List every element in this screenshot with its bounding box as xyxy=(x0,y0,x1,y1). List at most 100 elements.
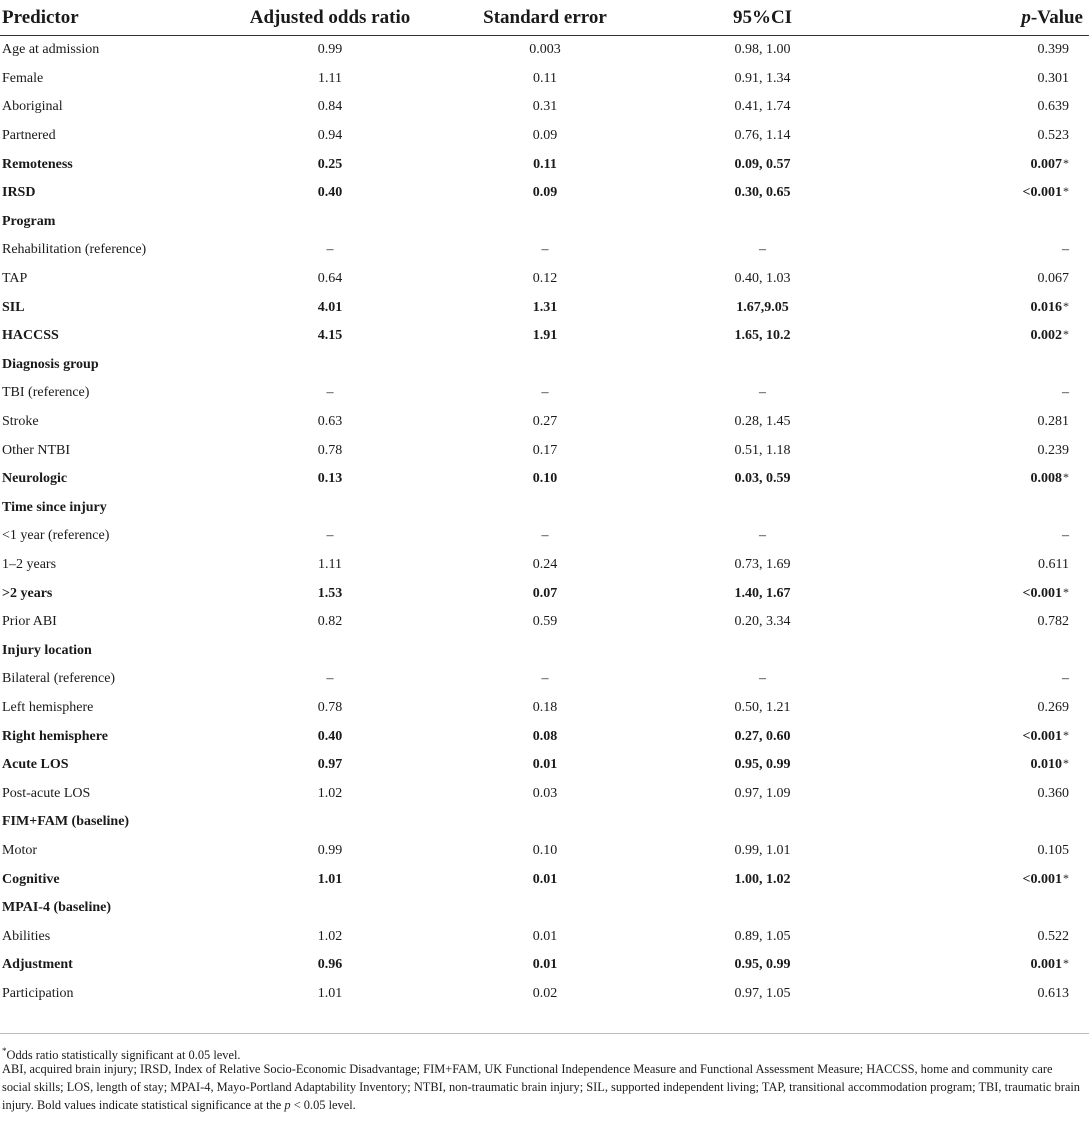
predictor-cell-text: Left hemisphere xyxy=(2,699,94,715)
standard-error-cell: 0.01 xyxy=(440,751,650,780)
predictor-cell: HACCSS xyxy=(0,322,220,351)
odds-ratio-cell: 0.78 xyxy=(220,436,440,465)
odds-ratio-cell xyxy=(220,636,440,665)
ci-cell: 1.40, 1.67 xyxy=(650,579,875,608)
p-value-cell-text: 0.399 xyxy=(1037,42,1070,58)
p-value-cell-text: 0.010 xyxy=(1030,757,1063,773)
standard-error-cell xyxy=(440,494,650,523)
ci-cell: 0.41, 1.74 xyxy=(650,93,875,122)
predictor-cell-text: IRSD xyxy=(2,185,36,201)
standard-error-cell-text: 0.02 xyxy=(532,985,558,1001)
predictor-cell: Right hemisphere xyxy=(0,722,220,751)
ci-cell-text: 0.95, 0.99 xyxy=(734,957,791,973)
ci-cell: 1.67,9.05 xyxy=(650,293,875,322)
header-odds-ratio: Adjusted odds ratio xyxy=(220,0,440,36)
predictor-cell: Cognitive xyxy=(0,865,220,894)
standard-error-cell: – xyxy=(440,236,650,265)
predictor-cell-text: Female xyxy=(2,70,44,86)
predictor-cell: Acute LOS xyxy=(0,751,220,780)
p-value-cell-text: 0.613 xyxy=(1037,985,1070,1001)
odds-ratio-cell-text: 0.78 xyxy=(317,699,343,715)
table-row: Partnered 0.94 0.09 0.76, 1.14 0.523 xyxy=(0,122,1089,151)
predictor-cell-text: Aboriginal xyxy=(2,99,63,115)
standard-error-cell xyxy=(440,808,650,837)
p-value-cell: 0.007* xyxy=(875,150,1089,179)
odds-ratio-cell-text: 0.25 xyxy=(317,156,343,172)
standard-error-cell: 0.08 xyxy=(440,722,650,751)
odds-ratio-cell: 0.78 xyxy=(220,694,440,723)
table-row: Age at admission 0.99 0.003 0.98, 1.00 0.399 xyxy=(0,36,1089,65)
predictor-cell: >2 years xyxy=(0,579,220,608)
predictor-cell: TAP xyxy=(0,265,220,294)
significance-mark: * xyxy=(1063,870,1069,885)
p-value-cell-text: 0.269 xyxy=(1037,699,1070,715)
predictor-cell-text: Age at admission xyxy=(2,42,100,58)
p-value-cell-text: – xyxy=(1062,385,1069,401)
predictor-cell: TBI (reference) xyxy=(0,379,220,408)
predictor-cell: Stroke xyxy=(0,408,220,437)
ci-cell-text: 0.95, 0.99 xyxy=(734,757,791,773)
header-predictor: Predictor xyxy=(0,0,220,36)
p-value-cell-text: 0.522 xyxy=(1037,928,1070,944)
predictor-cell: FIM+FAM (baseline) xyxy=(0,808,220,837)
table-row: HACCSS 4.15 1.91 1.65, 10.2 0.002* xyxy=(0,322,1089,351)
p-value-cell: 0.360 xyxy=(875,779,1089,808)
standard-error-cell: 1.31 xyxy=(440,293,650,322)
ci-cell: 0.40, 1.03 xyxy=(650,265,875,294)
header-ci: 95%CI xyxy=(650,0,875,36)
odds-ratio-cell: 0.99 xyxy=(220,36,440,65)
odds-ratio-cell-text: 1.53 xyxy=(317,585,343,601)
p-value-cell: 0.002* xyxy=(875,322,1089,351)
ci-cell: 0.95, 0.99 xyxy=(650,951,875,980)
odds-ratio-cell: 0.96 xyxy=(220,951,440,980)
ci-cell-text: 0.27, 0.60 xyxy=(734,728,791,744)
predictor-cell: Injury location xyxy=(0,636,220,665)
ci-cell-text: 0.89, 1.05 xyxy=(734,928,791,944)
standard-error-cell-text: 0.01 xyxy=(532,957,558,973)
predictor-cell-text: TBI (reference) xyxy=(2,385,90,401)
ci-cell-text: 1.67,9.05 xyxy=(736,299,789,315)
p-value-cell-text: 0.016 xyxy=(1030,299,1063,315)
p-value-cell: 0.782 xyxy=(875,608,1089,637)
p-value-cell: 0.269 xyxy=(875,694,1089,723)
p-value-cell: 0.105 xyxy=(875,837,1089,866)
odds-ratio-cell-text: 4.01 xyxy=(317,299,343,315)
p-value-cell-text: 0.007 xyxy=(1030,156,1063,172)
odds-ratio-cell: – xyxy=(220,665,440,694)
footer-rule xyxy=(0,1033,1089,1034)
standard-error-cell-text: 0.59 xyxy=(532,614,558,630)
ci-cell: 0.99, 1.01 xyxy=(650,837,875,866)
header-p-italic: p xyxy=(1021,6,1031,28)
standard-error-cell-text: 0.01 xyxy=(532,757,558,773)
p-value-cell: 0.399 xyxy=(875,36,1089,65)
odds-ratio-cell: – xyxy=(220,379,440,408)
odds-ratio-cell-text: 0.63 xyxy=(317,414,343,430)
p-value-cell-text: – xyxy=(1062,528,1069,544)
p-value-cell: 0.639 xyxy=(875,93,1089,122)
ci-cell-text: 0.97, 1.05 xyxy=(734,985,791,1001)
standard-error-cell: 0.31 xyxy=(440,93,650,122)
standard-error-cell-text: – xyxy=(541,385,549,401)
ci-cell-text: 0.20, 3.34 xyxy=(734,614,791,630)
ci-cell-text: 0.50, 1.21 xyxy=(734,699,791,715)
ci-cell: 0.30, 0.65 xyxy=(650,179,875,208)
section-row: FIM+FAM (baseline) xyxy=(0,808,1089,837)
significance-mark: * xyxy=(1063,184,1069,199)
table-row: Stroke 0.63 0.27 0.28, 1.45 0.281 xyxy=(0,408,1089,437)
odds-ratio-cell: 0.25 xyxy=(220,150,440,179)
significance-mark: * xyxy=(1063,155,1069,170)
standard-error-cell-text: 0.09 xyxy=(532,128,558,144)
odds-ratio-cell-text: 0.97 xyxy=(317,757,343,773)
standard-error-cell-text: 0.10 xyxy=(532,842,558,858)
ci-cell: 0.09, 0.57 xyxy=(650,150,875,179)
ci-cell: – xyxy=(650,522,875,551)
standard-error-cell-text: 0.18 xyxy=(532,699,558,715)
table-row: Cognitive 1.01 0.01 1.00, 1.02 <0.001* xyxy=(0,865,1089,894)
standard-error-cell: 0.12 xyxy=(440,265,650,294)
footnote-significance: *Odds ratio statistically significant at… xyxy=(2,1042,1082,1064)
standard-error-cell: – xyxy=(440,379,650,408)
table-row: Motor 0.99 0.10 0.99, 1.01 0.105 xyxy=(0,837,1089,866)
predictor-cell-text: Participation xyxy=(2,985,74,1001)
predictor-cell-text: Motor xyxy=(2,842,37,858)
odds-ratio-cell xyxy=(220,494,440,523)
